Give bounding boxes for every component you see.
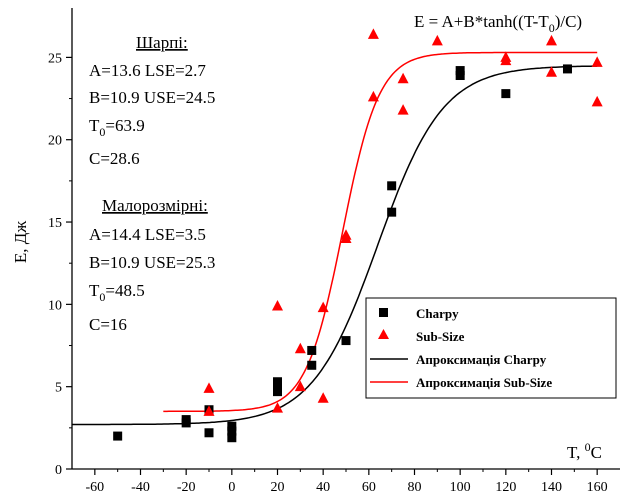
- legend-label-fit-subsize: Апроксимація Sub-Size: [416, 375, 552, 390]
- subsize-point: [203, 405, 215, 416]
- charpy-point: [273, 387, 282, 397]
- charpy-point: [387, 207, 397, 217]
- charpy-point: [113, 431, 123, 441]
- subsize-point: [546, 66, 557, 77]
- subsize-point: [317, 392, 329, 403]
- y-tick-label: 20: [48, 134, 62, 149]
- x-tick-label: 40: [316, 480, 330, 495]
- subsize-point: [294, 380, 306, 392]
- subsize-annotation: Малорозмірні: A=14.4 LSE=3.5 B=10.9 USE=…: [89, 196, 215, 334]
- x-tick-label: 100: [450, 480, 471, 495]
- x-tick-label: -60: [85, 480, 104, 495]
- charpy-point: [387, 181, 397, 191]
- subsize-point: [272, 402, 283, 413]
- x-tick-label: 160: [587, 480, 608, 495]
- charpy-point: [455, 66, 465, 76]
- y-tick-label: 5: [55, 381, 62, 396]
- subsize-point: [294, 342, 306, 354]
- subsize-t0: T0=48.5: [89, 281, 145, 304]
- x-tick-label: 20: [271, 480, 285, 495]
- fit-curve-subsize: [163, 51, 598, 413]
- legend-box: [365, 297, 617, 399]
- subsize-point: [272, 300, 283, 311]
- x-tick-label: 0: [228, 480, 235, 495]
- subsize-point: [397, 104, 409, 115]
- subsize-point: [397, 72, 409, 84]
- subsize-point: [591, 95, 603, 107]
- x-tick-label: 140: [541, 480, 562, 495]
- subsize-point: [317, 301, 329, 313]
- subsize-line2: B=10.9 USE=25.3: [89, 253, 215, 272]
- charpy-point: [181, 415, 191, 425]
- legend: Charpy Sub-Size Апроксимація Charpy Апро…: [365, 297, 617, 399]
- charpy-t0: T0=63.9: [89, 116, 145, 139]
- subsize-c: C=16: [89, 315, 127, 334]
- subsize-point: [203, 382, 215, 393]
- x-tick-label: 120: [495, 480, 516, 495]
- legend-label-subsize: Sub-Size: [416, 329, 465, 344]
- subsize-point: [500, 54, 512, 66]
- y-tick-label: 0: [55, 463, 62, 478]
- x-tick-label: -40: [131, 480, 150, 495]
- legend-marker-charpy: [379, 308, 388, 317]
- fit-curve-charpy: [72, 65, 598, 426]
- x-axis-label: T, 0C: [567, 440, 602, 462]
- charpy-point: [501, 89, 511, 99]
- legend-marker-subsize: [378, 329, 389, 339]
- charpy-point: [227, 433, 237, 443]
- fit-curves: [72, 51, 598, 426]
- charpy-point: [204, 428, 214, 438]
- subsize-point: [367, 28, 379, 39]
- subsize-point: [546, 34, 557, 46]
- charpy-point: [273, 377, 282, 387]
- x-tick-label: 60: [362, 480, 376, 495]
- subsize-point: [340, 229, 352, 240]
- charpy-annotation: Шарпі: A=13.6 LSE=2.7 B=10.9 USE=24.5 T0…: [89, 33, 215, 168]
- subsize-line1: A=14.4 LSE=3.5: [89, 225, 206, 244]
- y-tick-label: 15: [48, 216, 62, 231]
- y-tick-label: 10: [48, 298, 62, 313]
- charpy-point: [307, 345, 317, 355]
- y-axis-label: E, Дж: [11, 221, 30, 263]
- x-tick-label: 80: [408, 480, 422, 495]
- charpy-point: [273, 382, 282, 392]
- charpy-point: [341, 336, 351, 346]
- y-tick-label: 25: [48, 51, 62, 66]
- formula: E = A+B*tanh((T-T0)/C): [414, 12, 582, 35]
- legend-label-fit-charpy: Апроксимація Charpy: [416, 352, 547, 367]
- subsize-title: Малорозмірні:: [102, 196, 208, 215]
- subsize-point: [591, 56, 603, 67]
- charpy-line2: B=10.9 USE=24.5: [89, 88, 215, 107]
- x-tick-label: -20: [177, 480, 196, 495]
- charpy-point: [227, 426, 237, 436]
- subsize-point: [431, 34, 443, 46]
- charpy-line1: A=13.6 LSE=2.7: [89, 61, 206, 80]
- data-points: [113, 28, 603, 443]
- subsize-point: [367, 90, 379, 102]
- charpy-point: [227, 421, 237, 431]
- charpy-point: [562, 64, 572, 74]
- charpy-c: C=28.6: [89, 149, 140, 168]
- axis-ticks: -60 -40 -20 0 20 40 60 80 100 120 140 160 0 5 10 15 20 25: [48, 51, 608, 495]
- charpy-title: Шарпі:: [136, 33, 188, 52]
- charpy-point: [307, 360, 317, 370]
- legend-label-charpy: Charpy: [416, 306, 459, 321]
- charpy-point: [455, 71, 465, 81]
